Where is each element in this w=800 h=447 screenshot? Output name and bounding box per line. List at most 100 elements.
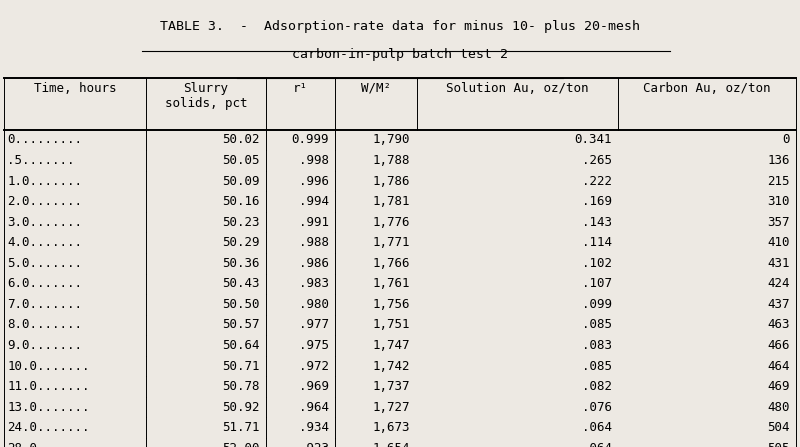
Text: 51.71: 51.71 <box>222 421 260 434</box>
Text: 310: 310 <box>767 195 790 208</box>
Text: 480: 480 <box>767 401 790 414</box>
Text: .099: .099 <box>582 298 612 311</box>
Text: 50.02: 50.02 <box>222 133 260 147</box>
Text: 424: 424 <box>767 277 790 291</box>
Text: .076: .076 <box>582 401 612 414</box>
Text: 5.0.......: 5.0....... <box>7 257 82 270</box>
Text: .085: .085 <box>582 359 612 373</box>
Text: 136: 136 <box>767 154 790 167</box>
Text: 50.78: 50.78 <box>222 380 260 393</box>
Text: 1,756: 1,756 <box>373 298 410 311</box>
Text: 463: 463 <box>767 318 790 332</box>
Text: 1.0.......: 1.0....... <box>7 174 82 188</box>
Text: r¹: r¹ <box>293 82 308 95</box>
Text: carbon-in-pulp batch test 2: carbon-in-pulp batch test 2 <box>292 48 508 61</box>
Text: .143: .143 <box>582 215 612 229</box>
Text: 8.0.......: 8.0....... <box>7 318 82 332</box>
Text: 0: 0 <box>782 133 790 147</box>
Text: 469: 469 <box>767 380 790 393</box>
Text: 1,654: 1,654 <box>373 442 410 447</box>
Text: .991: .991 <box>298 215 329 229</box>
Text: TABLE 3.  -  Adsorption-rate data for minus 10- plus 20-mesh: TABLE 3. - Adsorption-rate data for minu… <box>160 20 640 33</box>
Text: 1,751: 1,751 <box>373 318 410 332</box>
Text: 464: 464 <box>767 359 790 373</box>
Text: 6.0.......: 6.0....... <box>7 277 82 291</box>
Text: 431: 431 <box>767 257 790 270</box>
Text: .986: .986 <box>298 257 329 270</box>
Text: 1,781: 1,781 <box>373 195 410 208</box>
Text: 10.0.......: 10.0....... <box>7 359 90 373</box>
Text: 50.71: 50.71 <box>222 359 260 373</box>
Text: .169: .169 <box>582 195 612 208</box>
Text: 28.0.......: 28.0....... <box>7 442 90 447</box>
Text: 3.0.......: 3.0....... <box>7 215 82 229</box>
Text: 11.0.......: 11.0....... <box>7 380 90 393</box>
Text: 9.0.......: 9.0....... <box>7 339 82 352</box>
Text: .064: .064 <box>582 442 612 447</box>
Text: .969: .969 <box>298 380 329 393</box>
Text: 24.0.......: 24.0....... <box>7 421 90 434</box>
Text: .998: .998 <box>298 154 329 167</box>
Text: .934: .934 <box>298 421 329 434</box>
Text: 50.92: 50.92 <box>222 401 260 414</box>
Text: .083: .083 <box>582 339 612 352</box>
Text: 2.0.......: 2.0....... <box>7 195 82 208</box>
Text: .996: .996 <box>298 174 329 188</box>
Text: Slurry
solids, pct: Slurry solids, pct <box>165 82 247 110</box>
Text: 1,761: 1,761 <box>373 277 410 291</box>
Text: .107: .107 <box>582 277 612 291</box>
Text: Solution Au, oz/ton: Solution Au, oz/ton <box>446 82 589 95</box>
Text: .102: .102 <box>582 257 612 270</box>
Text: 50.64: 50.64 <box>222 339 260 352</box>
Text: 13.0.......: 13.0....... <box>7 401 90 414</box>
Text: 437: 437 <box>767 298 790 311</box>
Text: 1,786: 1,786 <box>373 174 410 188</box>
Text: .980: .980 <box>298 298 329 311</box>
Text: 50.09: 50.09 <box>222 174 260 188</box>
Text: .265: .265 <box>582 154 612 167</box>
Text: 50.57: 50.57 <box>222 318 260 332</box>
Text: W/M²: W/M² <box>361 82 391 95</box>
Text: Time, hours: Time, hours <box>34 82 116 95</box>
Text: 504: 504 <box>767 421 790 434</box>
Text: .964: .964 <box>298 401 329 414</box>
Text: 0.341: 0.341 <box>574 133 612 147</box>
Text: 50.50: 50.50 <box>222 298 260 311</box>
Text: 1,766: 1,766 <box>373 257 410 270</box>
Text: .983: .983 <box>298 277 329 291</box>
Text: 0.999: 0.999 <box>291 133 329 147</box>
Text: 1,742: 1,742 <box>373 359 410 373</box>
Text: 0.........: 0......... <box>7 133 82 147</box>
Text: .972: .972 <box>298 359 329 373</box>
Text: 1,673: 1,673 <box>373 421 410 434</box>
Text: 1,776: 1,776 <box>373 215 410 229</box>
Text: 50.23: 50.23 <box>222 215 260 229</box>
Text: 7.0.......: 7.0....... <box>7 298 82 311</box>
Text: 505: 505 <box>767 442 790 447</box>
Text: 1,788: 1,788 <box>373 154 410 167</box>
Text: .994: .994 <box>298 195 329 208</box>
Text: .064: .064 <box>582 421 612 434</box>
Text: 4.0.......: 4.0....... <box>7 236 82 249</box>
Text: 1,737: 1,737 <box>373 380 410 393</box>
Text: .085: .085 <box>582 318 612 332</box>
Text: 410: 410 <box>767 236 790 249</box>
Text: 50.29: 50.29 <box>222 236 260 249</box>
Text: .977: .977 <box>298 318 329 332</box>
Text: .114: .114 <box>582 236 612 249</box>
Text: .082: .082 <box>582 380 612 393</box>
Text: 1,727: 1,727 <box>373 401 410 414</box>
Text: Carbon Au, oz/ton: Carbon Au, oz/ton <box>643 82 771 95</box>
Text: 215: 215 <box>767 174 790 188</box>
Text: .5.......: .5....... <box>7 154 74 167</box>
Text: 50.43: 50.43 <box>222 277 260 291</box>
Text: .923: .923 <box>298 442 329 447</box>
Text: 50.05: 50.05 <box>222 154 260 167</box>
Text: 1,790: 1,790 <box>373 133 410 147</box>
Text: 1,747: 1,747 <box>373 339 410 352</box>
Text: 50.16: 50.16 <box>222 195 260 208</box>
Text: 466: 466 <box>767 339 790 352</box>
Text: .988: .988 <box>298 236 329 249</box>
Text: 50.36: 50.36 <box>222 257 260 270</box>
Text: 52.00: 52.00 <box>222 442 260 447</box>
